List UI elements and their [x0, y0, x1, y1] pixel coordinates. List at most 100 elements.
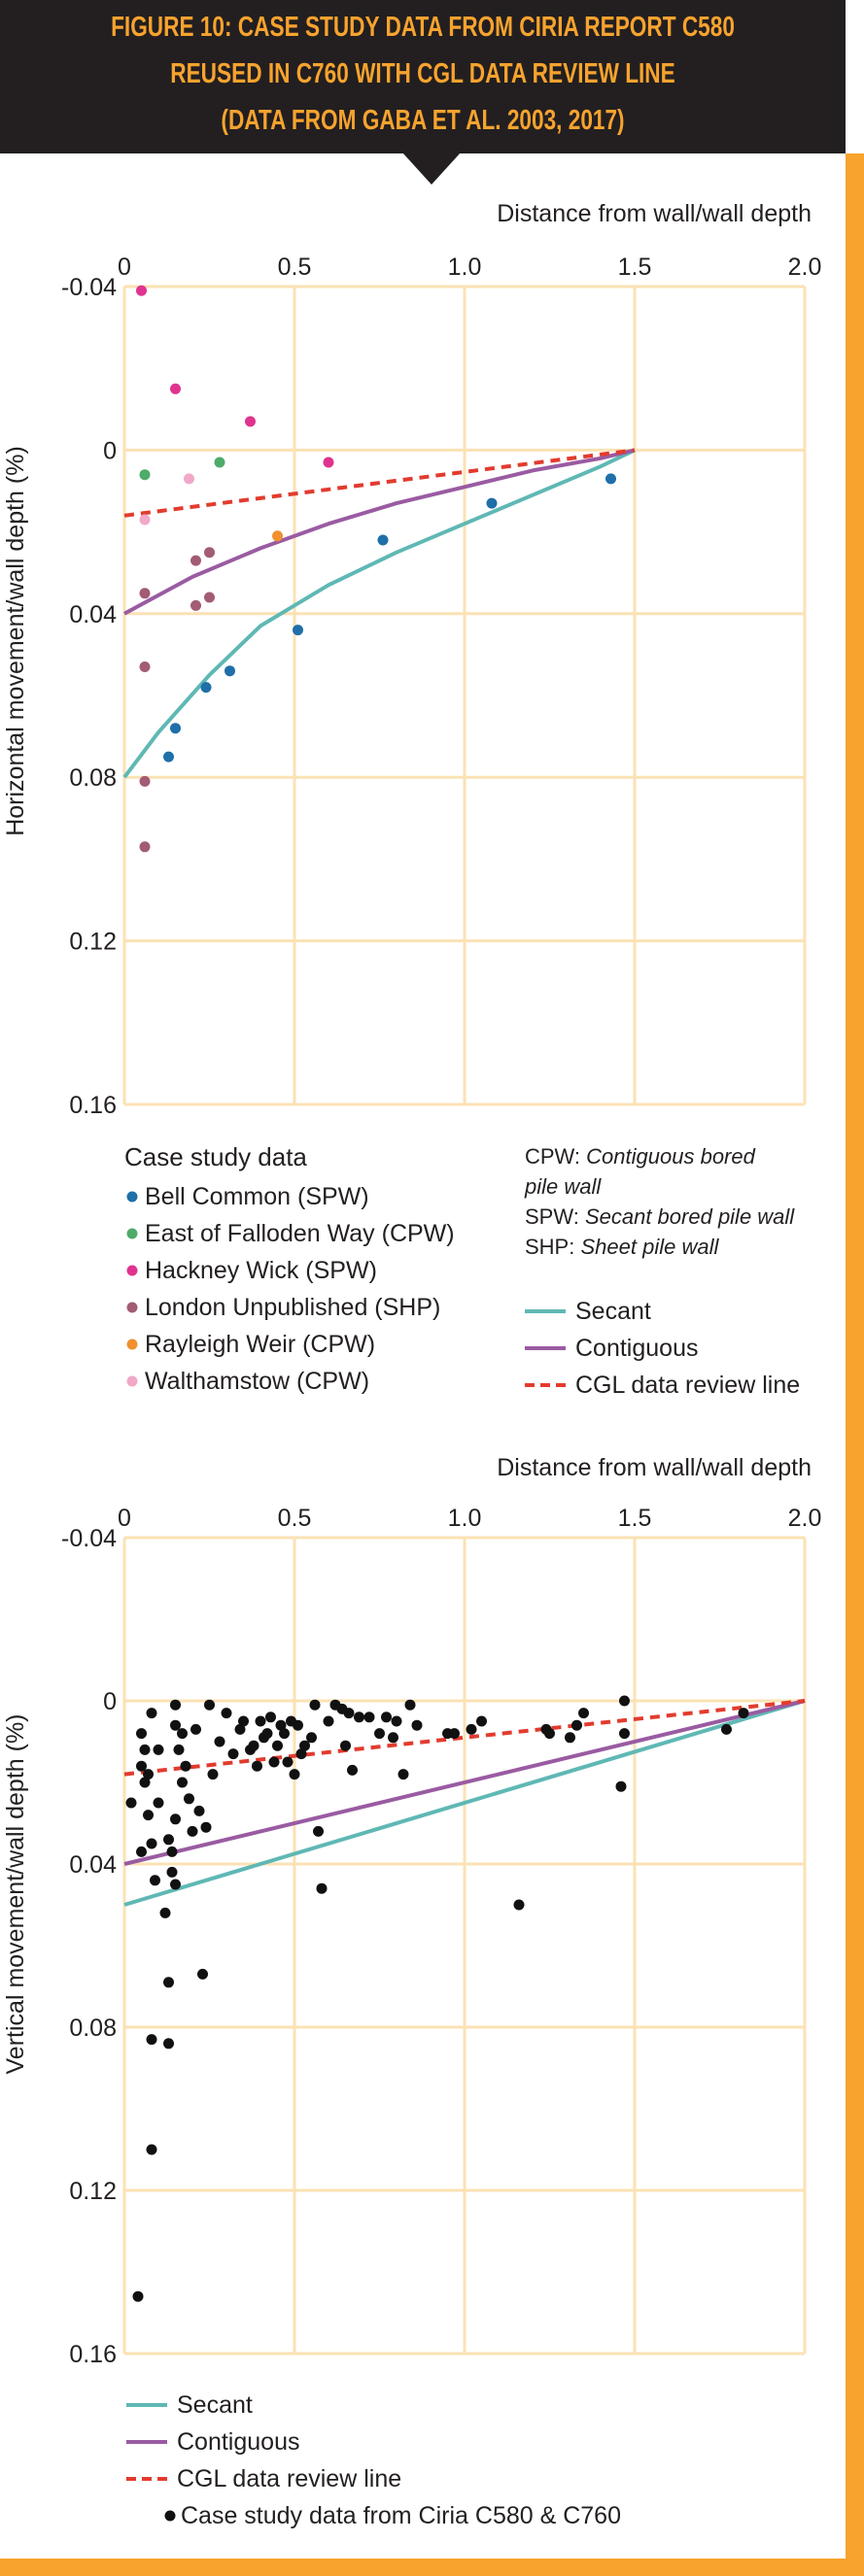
bottom-accent-bar	[0, 2559, 846, 2576]
chart1-x-axis-title: Distance from wall/wall depth	[497, 200, 812, 227]
c2-point-case-study-data-from-ciria-c580-c760	[411, 1719, 423, 1731]
c1-point-london-unpublished-shp	[139, 588, 151, 599]
c2-legend-label-contiguous: Contiguous	[177, 2428, 299, 2456]
chart1-line-legend: Secant Contiguous CGL data review line	[525, 1298, 800, 1399]
c1-legend-label-secant: Secant	[575, 1298, 651, 1325]
c2-point-case-study-data-from-ciria-c580-c760	[449, 1728, 460, 1740]
c2-point-case-study-data-from-ciria-c580-c760	[306, 1732, 317, 1744]
c1-point-hackney-wick-spw	[323, 457, 334, 468]
c2-point-case-study-data-from-ciria-c580-c760	[721, 1723, 732, 1735]
case-study-legend: Bell Common (SPW) East of Falloden Way (C…	[126, 1183, 455, 1395]
c2-legend-label-cgl-data-review-line: CGL data review line	[177, 2465, 401, 2492]
legend-label-rayleigh-weir-cpw: Rayleigh Weir (CPW)	[145, 1331, 375, 1358]
c2-point-case-study-data-from-ciria-c580-c760	[184, 1793, 194, 1805]
chart2-trend-lines	[123, 1699, 806, 1907]
c2-point-case-study-data-from-ciria-c580-c760	[170, 1879, 181, 1890]
c2-point-case-study-data-from-ciria-c580-c760	[295, 1748, 307, 1760]
c2-point-case-study-data-from-ciria-c580-c760	[139, 1744, 151, 1755]
legend-marker-rayleigh-weir-cpw	[126, 1339, 138, 1350]
c2-point-case-study-data-from-ciria-c580-c760	[275, 1719, 287, 1731]
c2-point-case-study-data-from-ciria-c580-c760	[153, 1797, 164, 1809]
c1-point-hackney-wick-spw	[136, 285, 147, 296]
c1-x-tick-label: 0	[118, 254, 131, 281]
c1-cgl-data-review-line-line	[123, 448, 636, 518]
c2-point-case-study-data-from-ciria-c580-c760	[197, 1968, 208, 1980]
c2-point-case-study-data-from-ciria-c580-c760	[177, 1728, 188, 1740]
c1-point-bell-common-spw	[225, 665, 235, 677]
c2-point-case-study-data-from-ciria-c580-c760	[282, 1756, 294, 1768]
c2-point-case-study-data-from-ciria-c580-c760	[166, 1866, 178, 1878]
legend-marker-hackney-wick-spw	[126, 1265, 138, 1276]
c2-point-case-study-data-from-ciria-c580-c760	[187, 1825, 198, 1837]
right-accent-bar	[846, 153, 864, 2576]
c2-x-tick-label: 0	[118, 1505, 131, 1532]
c2-point-case-study-data-from-ciria-c580-c760	[261, 1728, 273, 1740]
c1-point-london-unpublished-shp	[190, 599, 201, 611]
c2-point-case-study-data-from-ciria-c580-c760	[571, 1719, 582, 1731]
c2-point-case-study-data-from-ciria-c580-c760	[513, 1899, 525, 1911]
c2-point-case-study-data-from-ciria-c580-c760	[248, 1740, 259, 1751]
c2-point-case-study-data-from-ciria-c580-c760	[193, 1805, 205, 1816]
c2-point-case-study-data-from-ciria-c580-c760	[313, 1825, 324, 1837]
legend-marker-london-unpublished-shp	[126, 1302, 138, 1313]
c2-point-case-study-data-from-ciria-c580-c760	[150, 1875, 160, 1886]
c1-legend-label-cgl-data-review-line: CGL data review line	[575, 1372, 800, 1399]
c2-point-case-study-data-from-ciria-c580-c760	[738, 1708, 749, 1719]
c1-point-london-unpublished-shp	[139, 661, 151, 672]
c2-point-case-study-data-from-ciria-c580-c760	[279, 1728, 290, 1740]
c2-point-case-study-data-from-ciria-c580-c760	[340, 1740, 351, 1751]
c1-point-hackney-wick-spw	[170, 383, 181, 394]
note-cpw: CPW: Contiguous bored	[525, 1144, 756, 1169]
c1-point-bell-common-spw	[293, 625, 303, 636]
c2-point-case-study-data-from-ciria-c580-c760	[316, 1882, 328, 1894]
chart2-y-ticks: -0.04 0 0.04 0.08 0.12 0.16	[61, 1525, 117, 2368]
legend-marker-bell-common-spw	[126, 1191, 138, 1203]
c2-point-case-study-data-from-ciria-c580-c760	[170, 1719, 181, 1731]
c2-point-case-study-data-from-ciria-c580-c760	[214, 1736, 225, 1747]
c1-y-tick-label: 0.08	[69, 764, 117, 792]
c2-point-case-study-data-from-ciria-c580-c760	[309, 1699, 321, 1711]
chart2-y-axis-title: Vertical movement/wall depth (%)	[2, 1714, 29, 2075]
case-study-legend-title: Case study data	[124, 1142, 307, 1171]
c1-contiguous-line	[123, 448, 636, 616]
c2-point-case-study-data-from-ciria-c580-c760	[146, 2034, 157, 2046]
c2-point-case-study-data-from-ciria-c580-c760	[143, 1769, 154, 1780]
c2-point-case-study-data-from-ciria-c580-c760	[272, 1740, 283, 1751]
c1-point-bell-common-spw	[605, 473, 616, 485]
c2-point-case-study-data-from-ciria-c580-c760	[146, 1708, 157, 1719]
chart1-y-axis-title: Horizontal movement/wall depth (%)	[2, 446, 29, 836]
c2-y-tick-label: 0	[103, 1688, 117, 1715]
c2-y-tick-label: 0.12	[69, 2178, 117, 2205]
c1-point-rayleigh-weir-cpw	[272, 530, 283, 542]
c2-point-case-study-data-from-ciria-c580-c760	[143, 1810, 154, 1821]
c2-point-case-study-data-from-ciria-c580-c760	[173, 1744, 185, 1755]
c2-point-case-study-data-from-ciria-c580-c760	[132, 2290, 144, 2302]
c1-point-hackney-wick-spw	[245, 416, 256, 427]
c2-y-tick-label: -0.04	[61, 1525, 117, 1552]
c2-point-case-study-data-from-ciria-c580-c760	[343, 1708, 355, 1719]
c2-point-case-study-data-from-ciria-c580-c760	[227, 1748, 239, 1760]
c2-point-case-study-data-from-ciria-c580-c760	[268, 1756, 280, 1768]
c2-point-case-study-data-from-ciria-c580-c760	[204, 1699, 215, 1711]
c2-point-case-study-data-from-ciria-c580-c760	[476, 1715, 487, 1727]
c1-x-tick-label: 1.0	[448, 254, 482, 281]
chart2-x-axis-title: Distance from wall/wall depth	[497, 1454, 812, 1481]
legend-marker-east-of-falloden-way-cpw	[126, 1228, 138, 1239]
c2-x-tick-label: 0.5	[278, 1505, 312, 1532]
c2-point-case-study-data-from-ciria-c580-c760	[177, 1777, 188, 1788]
c2-point-case-study-data-from-ciria-c580-c760	[125, 1797, 137, 1809]
note-shp: SHP: Sheet pile wall	[525, 1235, 719, 1259]
vertical-movement-chart: Distance from wall/wall depth Vertical m…	[2, 1454, 821, 2529]
horizontal-movement-chart: Distance from wall/wall depth Horizontal…	[2, 200, 821, 1399]
c2-point-case-study-data-from-ciria-c580-c760	[234, 1723, 246, 1735]
figure-title-line-1: FIGURE 10: CASE STUDY DATA FROM CIRIA RE…	[111, 12, 735, 43]
c1-point-bell-common-spw	[163, 751, 174, 763]
c2-y-tick-label: 0.08	[69, 2015, 117, 2042]
c1-legend-label-contiguous: Contiguous	[575, 1335, 698, 1362]
c2-point-case-study-data-from-ciria-c580-c760	[190, 1723, 201, 1735]
c1-point-london-unpublished-shp	[204, 592, 215, 603]
c1-y-tick-label: 0.12	[69, 929, 117, 956]
legend-label-bell-common-spw: Bell Common (SPW)	[145, 1183, 369, 1210]
c1-point-london-unpublished-shp	[139, 775, 151, 787]
chart1-grid	[122, 285, 807, 1106]
